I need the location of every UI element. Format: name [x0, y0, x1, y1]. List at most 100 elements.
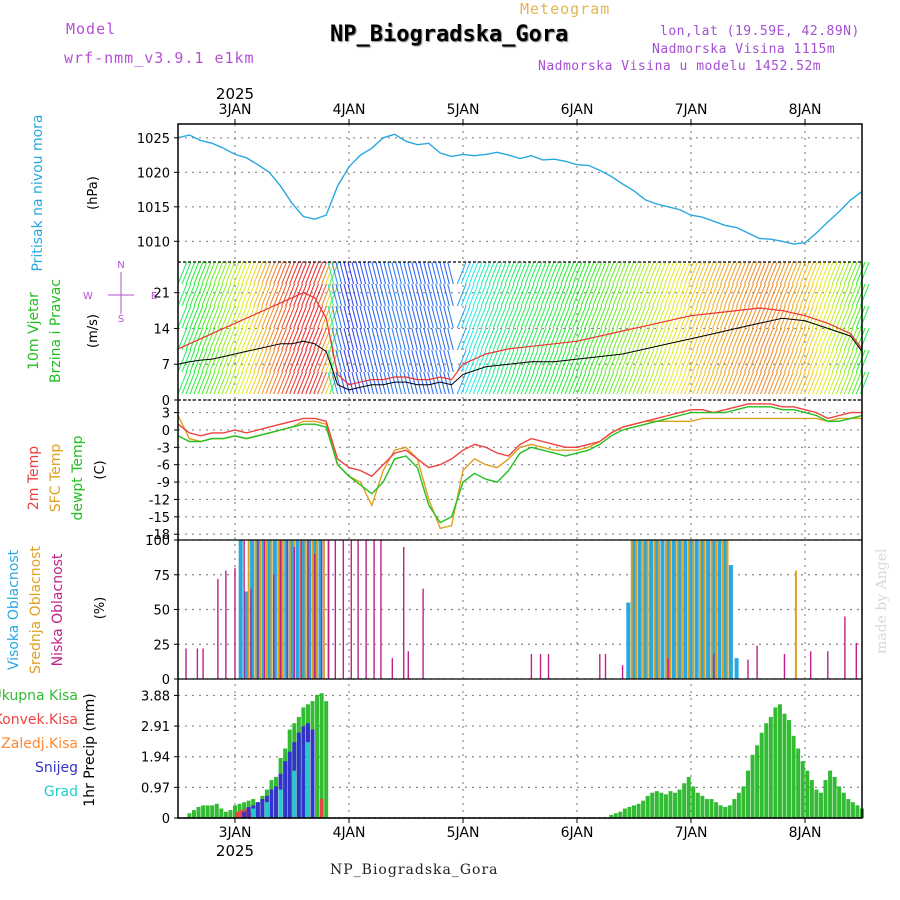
wind-arrow: [656, 349, 667, 373]
wind-arrow: [383, 327, 391, 351]
cloud-bar: [844, 616, 846, 679]
precip-bar: [244, 808, 249, 818]
model-label: Model: [66, 20, 117, 38]
wind-arrow: [696, 371, 707, 395]
wind-arrow: [771, 283, 782, 307]
wind-arrow: [744, 371, 754, 395]
wind-arrow: [791, 305, 802, 329]
cloud-bar: [706, 540, 711, 679]
wind-arrow: [261, 261, 272, 285]
wind-arrow: [351, 349, 359, 373]
wind-arrow: [823, 261, 834, 285]
cloud-bar: [217, 578, 219, 679]
wind-arrow: [343, 349, 351, 373]
x-bottom-day-label: 5JAN: [447, 825, 480, 841]
wind-arrow: [371, 327, 379, 351]
wind-arrow: [205, 349, 216, 373]
wind-arrow: [427, 283, 434, 307]
wind-arrow: [851, 371, 862, 395]
wind-arrow: [431, 261, 438, 285]
wind-arrow: [756, 261, 766, 285]
wind-arrow: [185, 283, 196, 307]
wind-arrow: [815, 371, 826, 395]
cloud-bar: [626, 602, 631, 679]
wind-arrow: [688, 349, 699, 373]
wind-arrow: [560, 371, 571, 395]
cloud-bar: [407, 651, 409, 679]
wind-arrow: [411, 327, 418, 351]
wind-arrow: [576, 327, 587, 351]
wind-arrow: [419, 327, 426, 351]
cloud-bar: [259, 540, 262, 679]
wind-arrow: [237, 305, 248, 329]
wind-arrow: [508, 305, 519, 329]
wind-arrow: [584, 305, 595, 329]
wind-arrow: [245, 371, 256, 395]
precip-bar: [274, 786, 279, 818]
wind-arrow: [185, 261, 196, 285]
wind-arrow: [540, 327, 551, 351]
temp-unit: (C): [93, 460, 108, 479]
wind-arrow: [512, 371, 523, 395]
wind-arrow: [728, 305, 738, 329]
wind-arrow: [604, 349, 615, 373]
wind-arrow: [560, 349, 571, 373]
wind-arrow: [588, 305, 599, 329]
cloud-bar: [700, 540, 705, 679]
wind-arrow: [760, 349, 770, 373]
cloud-bar: [254, 540, 257, 679]
wind-arrow: [355, 349, 363, 373]
wind-arrow: [209, 261, 220, 285]
wind-arrow: [640, 371, 651, 395]
precip-bar: [755, 745, 760, 818]
wind-arrow: [548, 327, 559, 351]
wind-arrow: [285, 261, 296, 285]
wind-arrow: [293, 261, 304, 285]
wind-arrow: [580, 305, 591, 329]
precip-bar: [296, 732, 301, 818]
cloud-bar: [250, 540, 255, 679]
wind-arrow: [407, 261, 414, 285]
wind-arrow: [724, 261, 734, 285]
wind-arrow: [815, 327, 826, 351]
wind-arrow: [201, 305, 212, 329]
wind-arrow: [391, 349, 398, 373]
wind-arrow: [664, 349, 675, 373]
wind-arrow: [277, 327, 288, 351]
wind-arrow: [835, 283, 846, 307]
wind-arrow: [556, 327, 567, 351]
wind-arrow: [492, 327, 503, 351]
pressure-panel: 1010 1015 1020 1025 Pritisak na nivou mora (h…: [30, 114, 863, 272]
wind-arrow: [225, 305, 236, 329]
wind-arrow: [656, 283, 667, 307]
wind-arrow: [843, 371, 854, 395]
wind-arrow: [472, 283, 483, 307]
x-top-day-label: 7JAN: [675, 102, 708, 118]
wind-arrow: [456, 327, 467, 351]
wind-arrow: [177, 305, 188, 329]
wind-arrow: [181, 283, 192, 307]
precip-bar: [718, 805, 723, 818]
wind-arrow: [313, 283, 323, 307]
wind-arrow: [468, 261, 479, 285]
wind-arrow: [700, 349, 711, 373]
wind-arrow: [371, 371, 379, 395]
wind-arrow: [500, 305, 511, 329]
wind-arrow: [588, 261, 599, 285]
wind-arrow: [660, 283, 671, 307]
cloud-bar: [243, 540, 245, 679]
wind-arrow: [835, 349, 846, 373]
cloud-bar: [301, 540, 306, 679]
wind-arrow: [379, 349, 387, 373]
wind-arrow: [476, 371, 487, 395]
wind-arrow: [811, 283, 822, 307]
wind-arrow: [273, 305, 284, 329]
precip-bar: [650, 792, 655, 818]
wind-arrow: [492, 283, 503, 307]
wind-arrow: [795, 261, 806, 285]
wind-arrow: [664, 261, 675, 285]
temperature-ytick-label: -9: [157, 476, 170, 491]
wind-arrow: [704, 305, 714, 329]
wind-arrow: [484, 305, 495, 329]
wind-arrow: [612, 371, 623, 395]
